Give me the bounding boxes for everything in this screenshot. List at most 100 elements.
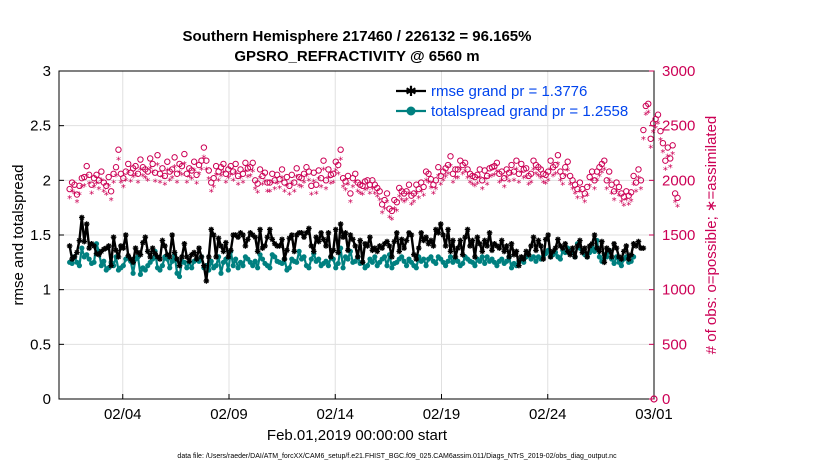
obs-assimilated-point: * (140, 172, 145, 183)
obs-assimilated-point: * (170, 174, 175, 185)
totalspread-point (176, 273, 183, 280)
obs-assimilated-point: * (524, 173, 529, 184)
rmse-point (530, 234, 537, 240)
obs-assimilated-point: * (465, 174, 470, 185)
rmse-point (342, 230, 349, 236)
rmse-point (420, 237, 427, 244)
obs-possible-point (137, 156, 144, 163)
obs-possible-point (432, 177, 440, 184)
obs-possible-point (293, 165, 300, 172)
chart-title-line2: GPSRO_REFRACTIVITY @ 6560 m (234, 48, 479, 65)
obs-possible-point (239, 170, 247, 177)
obs-assimilated-point: * (323, 185, 328, 196)
rmse-point (425, 240, 432, 247)
obs-possible-point (474, 171, 481, 179)
totalspread-point (399, 254, 405, 260)
obs-assimilated-point: * (321, 165, 326, 176)
obs-assimilated-point: * (216, 176, 221, 187)
totalspread-point (130, 270, 136, 276)
obs-possible-point (178, 162, 186, 170)
obs-assimilated-point: * (675, 203, 680, 214)
totalspread-point (279, 260, 285, 267)
rmse-point (105, 243, 112, 249)
obs-assimilated-point: * (619, 198, 624, 209)
rmse-point (103, 245, 110, 251)
rmse-point (237, 230, 244, 236)
rmse-point (440, 232, 446, 238)
obs-assimilated-point: * (428, 184, 433, 195)
rmse-point (179, 254, 185, 260)
rmse-point (225, 254, 232, 260)
obs-possible-point (383, 190, 391, 197)
rmse-point (286, 235, 293, 242)
rmse-point (445, 226, 451, 233)
obs-possible-point (261, 169, 269, 176)
obs-assimilated-point: * (114, 172, 119, 183)
obs-possible-point (461, 159, 469, 167)
obs-possible-point (637, 177, 645, 184)
obs-assimilated-point: * (148, 164, 153, 175)
rmse-point (293, 232, 300, 238)
obs-possible-point (112, 164, 120, 171)
rmse-point (455, 245, 461, 251)
obs-assimilated-point: * (624, 196, 629, 207)
obs-possible-point (452, 166, 459, 173)
obs-possible-point (115, 146, 122, 153)
y-left-tick-label: 0 (43, 391, 51, 408)
obs-assimilated-point: * (221, 169, 226, 180)
obs-assimilated-point: * (116, 156, 121, 167)
rmse-point (442, 243, 449, 249)
rmse-point (303, 230, 310, 236)
obs-assimilated-point: * (526, 181, 531, 192)
rmse-point (213, 254, 219, 260)
rmse-point (127, 256, 134, 262)
y-left-tick-label: 1.5 (30, 227, 51, 244)
obs-assimilated-point: * (211, 183, 216, 194)
obs-assimilated-point: * (214, 171, 219, 182)
obs-possible-point (610, 188, 618, 195)
obs-count-series: ****************************************… (66, 100, 681, 227)
rmse-point (281, 256, 288, 262)
obs-assimilated-point: * (414, 189, 419, 200)
totalspread-point (235, 265, 241, 271)
totalspread-point (455, 258, 461, 264)
obs-assimilated-point: * (292, 187, 297, 198)
rmse-point (601, 259, 608, 266)
rmse-point (215, 235, 222, 242)
obs-assimilated-point: * (555, 160, 560, 171)
obs-assimilated-point: * (641, 135, 646, 146)
obs-assimilated-point: * (431, 189, 436, 200)
obs-possible-point (605, 168, 613, 175)
obs-assimilated-point: * (531, 165, 536, 176)
obs-assimilated-point: * (184, 179, 189, 190)
totalspread-point (267, 265, 273, 271)
obs-assimilated-point: * (507, 177, 512, 188)
rmse-point (428, 237, 434, 244)
totalspread-point (86, 256, 92, 262)
obs-possible-point (410, 190, 418, 197)
obs-assimilated-point: * (289, 180, 294, 191)
obs-possible-point (647, 135, 654, 142)
rmse-point (110, 234, 117, 240)
rmse-point (142, 234, 149, 240)
rmse-point (218, 243, 224, 249)
totalspread-point (477, 258, 483, 264)
rmse-point (506, 254, 512, 260)
obs-assimilated-point: * (94, 180, 99, 191)
rmse-point (83, 221, 90, 227)
rmse-point (242, 243, 249, 249)
obs-assimilated-point: * (521, 174, 526, 185)
obs-assimilated-point: * (272, 185, 277, 196)
rmse-point (367, 234, 373, 240)
obs-assimilated-point: * (319, 183, 324, 194)
rmse-point (628, 251, 634, 258)
totalspread-point (325, 263, 332, 269)
rmse-point (481, 237, 488, 244)
obs-possible-point (588, 168, 596, 175)
rmse-point (115, 254, 122, 260)
obs-possible-point (574, 185, 581, 193)
obs-assimilated-point: * (597, 172, 602, 183)
y-axis-right-label: # of obs: o=possible; ∗=assimilated (703, 116, 720, 355)
rmse-point (386, 243, 393, 249)
totalspread-point (389, 265, 395, 271)
